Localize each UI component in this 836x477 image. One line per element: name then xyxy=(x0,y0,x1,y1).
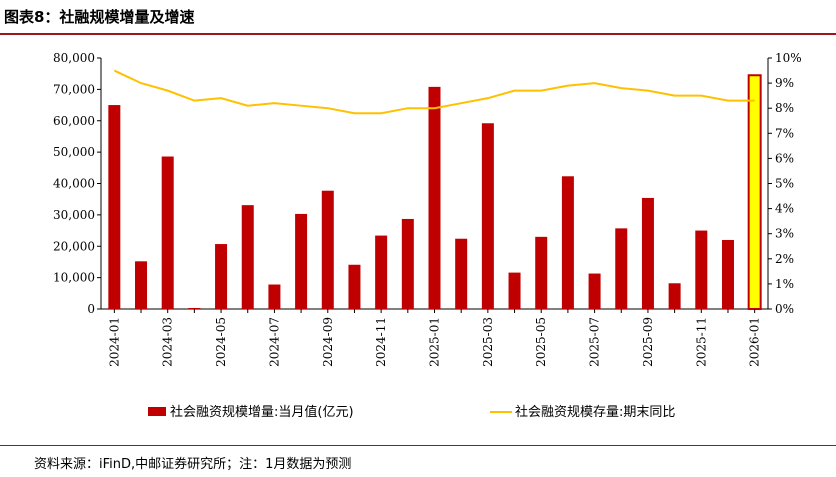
left-tick-label: 70,000 xyxy=(53,82,95,96)
x-tick-label: 2025-09 xyxy=(641,317,655,367)
left-tick-label: 0 xyxy=(87,302,95,316)
right-tick-label: 8% xyxy=(775,101,794,115)
left-tick-label: 80,000 xyxy=(53,51,95,65)
right-tick-label: 0% xyxy=(775,302,794,316)
bar xyxy=(295,213,308,309)
bar xyxy=(561,176,574,309)
line-series xyxy=(113,69,755,115)
right-tick-label: 6% xyxy=(775,151,794,165)
bar xyxy=(695,230,708,309)
right-tick-label: 4% xyxy=(775,202,794,216)
bar xyxy=(268,284,281,309)
x-tick-label: 2025-05 xyxy=(534,317,548,367)
bar xyxy=(321,190,334,309)
bar xyxy=(161,156,174,309)
x-tick-label: 2025-07 xyxy=(588,317,602,367)
bar xyxy=(668,283,681,309)
bar xyxy=(641,197,654,309)
bar-series xyxy=(108,74,762,310)
source-note: 资料来源：iFinD,中邮证券研究所；注：1月数据为预测 xyxy=(34,457,352,472)
legend-swatch-bar xyxy=(148,407,166,416)
bar xyxy=(588,273,601,309)
bar xyxy=(135,261,148,309)
legend: 社会融资规模增量:当月值(亿元) 社会融资规模存量:期末同比 xyxy=(148,404,675,420)
x-tick-label: 2024-07 xyxy=(267,317,281,367)
chart: 0 10,000 20,000 30,000 40,000 50,000 60,000 70,… xyxy=(53,51,802,420)
bar xyxy=(455,238,468,309)
legend-label-line: 社会融资规模存量:期末同比 xyxy=(515,404,675,420)
bar xyxy=(348,264,361,309)
x-tick-label: 2024-03 xyxy=(161,317,175,367)
left-tick-label: 20,000 xyxy=(53,239,95,253)
bar xyxy=(108,105,121,309)
x-tick-label: 2024-01 xyxy=(107,317,121,367)
left-tick-label: 60,000 xyxy=(53,114,95,128)
right-tick-label: 10% xyxy=(775,51,802,65)
right-axis-ticks: 0% 1% 2% 3% 4% 5% 6% 7% 8% 9% 10% xyxy=(768,51,802,316)
x-tick-label: 2024-05 xyxy=(214,317,228,367)
bar xyxy=(481,123,494,309)
bar xyxy=(215,244,228,309)
bar xyxy=(188,308,201,309)
bar xyxy=(615,228,628,309)
left-tick-label: 30,000 xyxy=(53,208,95,222)
x-tick-label: 2025-01 xyxy=(428,317,442,367)
bar xyxy=(375,235,388,309)
right-tick-label: 1% xyxy=(775,277,794,291)
right-tick-label: 7% xyxy=(775,126,794,140)
legend-label-bar: 社会融资规模增量:当月值(亿元) xyxy=(170,404,354,420)
x-tick-label: 2024-11 xyxy=(374,317,388,367)
left-tick-label: 10,000 xyxy=(53,271,95,285)
source-rule xyxy=(0,445,836,446)
bar xyxy=(241,205,254,309)
x-tick-label: 2025-11 xyxy=(694,317,708,367)
bar xyxy=(535,236,548,309)
bar xyxy=(508,272,521,309)
x-axis-ticks: 2024-01 2024-03 2024-05 2024-07 2024-09 2024-… xyxy=(107,309,762,367)
left-tick-label: 50,000 xyxy=(53,145,95,159)
title-rule xyxy=(0,33,836,35)
bar xyxy=(401,218,414,309)
right-tick-label: 5% xyxy=(775,177,794,191)
right-tick-label: 2% xyxy=(775,252,794,266)
x-tick-label: 2024-09 xyxy=(321,317,335,367)
bar xyxy=(428,86,441,310)
bar xyxy=(721,239,734,309)
figure-title: 图表8：社融规模增量及增速 xyxy=(4,8,195,26)
right-tick-label: 3% xyxy=(775,227,794,241)
bar-forecast xyxy=(747,74,762,310)
x-tick-label: 2026-01 xyxy=(748,317,762,367)
x-tick-label: 2025-03 xyxy=(481,317,495,367)
right-tick-label: 9% xyxy=(775,76,794,90)
growth-line xyxy=(113,69,755,115)
left-tick-label: 40,000 xyxy=(53,177,95,191)
left-axis-ticks: 0 10,000 20,000 30,000 40,000 50,000 60,000 70,… xyxy=(53,51,101,316)
